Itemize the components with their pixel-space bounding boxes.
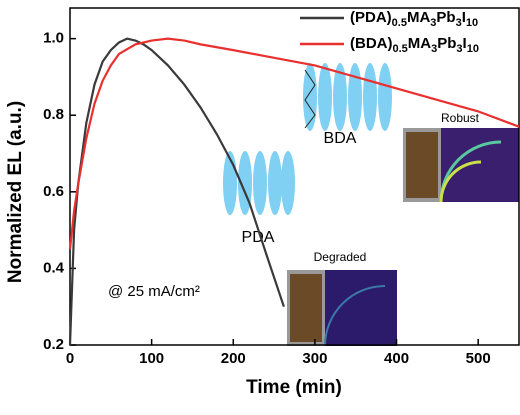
y-tick-label: 1.0 — [43, 30, 64, 47]
legend-label: (BDA)0.5MA3Pb3I10 — [350, 35, 479, 55]
bda-label: BDA — [324, 130, 357, 147]
y-tick-label: 0.4 — [43, 259, 65, 276]
series-line — [68, 37, 520, 250]
degraded-label: Degraded — [314, 250, 367, 264]
x-axis-title: Time (min) — [246, 377, 342, 398]
y-axis-title: Normalized EL (a.u.) — [5, 101, 26, 283]
robust-inset — [403, 128, 519, 203]
pda-molecules — [223, 151, 295, 215]
bda-molecules — [303, 63, 392, 131]
robust-label: Robust — [441, 111, 480, 125]
pda-label: PDA — [242, 229, 275, 246]
x-tick-label: 100 — [139, 350, 164, 367]
y-tick-label: 0.6 — [43, 183, 64, 200]
plot-frame — [69, 7, 520, 346]
condition-label: @ 25 mA/cm² — [108, 283, 200, 300]
x-tick-label: 0 — [66, 350, 74, 367]
legend-label: (PDA)0.5MA3Pb3I10 — [350, 9, 478, 29]
x-tick-label: 200 — [221, 350, 246, 367]
x-tick-label: 400 — [384, 350, 409, 367]
x-tick-label: 500 — [466, 350, 491, 367]
x-tick-label: 300 — [302, 350, 327, 367]
y-tick-label: 0.8 — [43, 106, 64, 123]
y-tick-label: 0.2 — [43, 336, 64, 353]
degraded-inset — [287, 270, 397, 347]
